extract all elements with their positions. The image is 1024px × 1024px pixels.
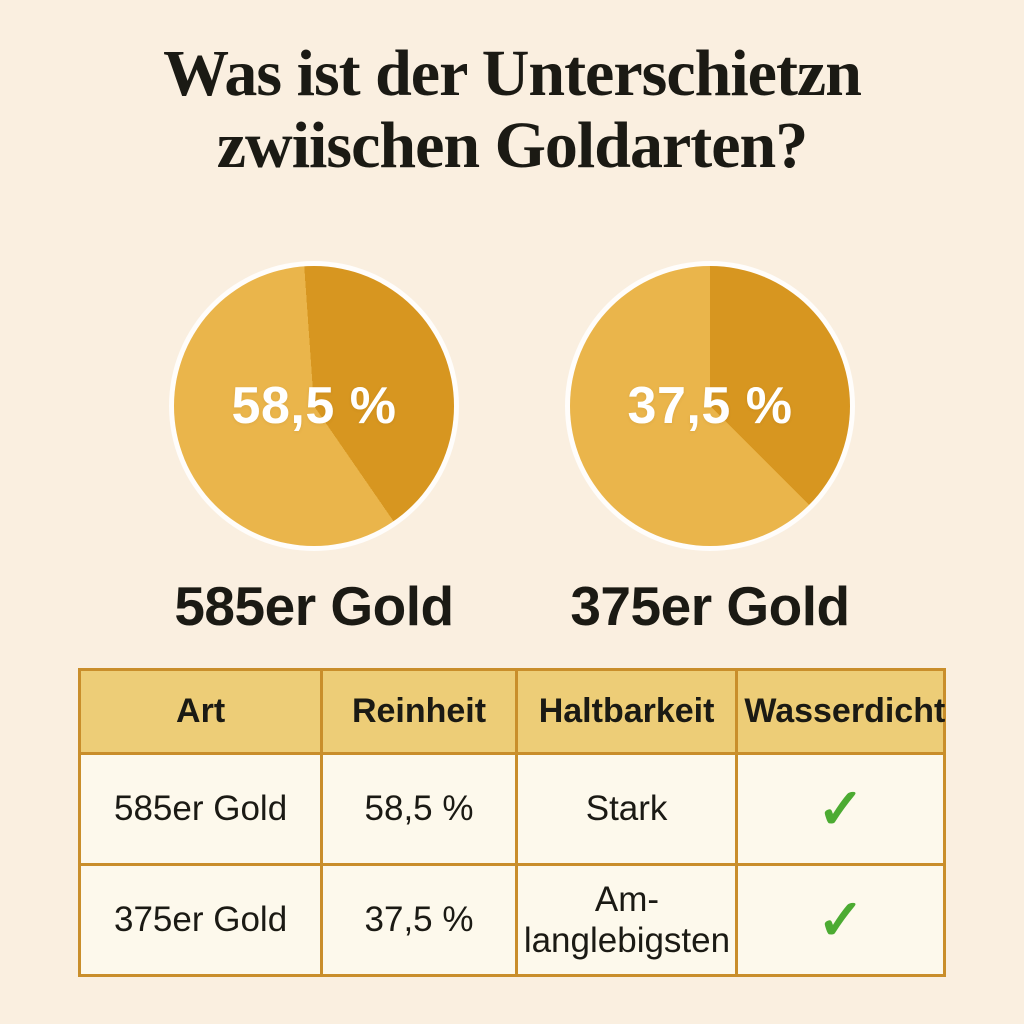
- pie-center-label-375: 37,5 %: [627, 377, 793, 436]
- pie-center-label-585: 58,5 %: [231, 377, 397, 436]
- gold-comparison-table: Art Reinheit Haltbarkeit Wasserdicht 585…: [77, 668, 946, 978]
- page-title-line2: zwiischen Goldarten?: [216, 108, 808, 182]
- cell-wasserdicht-375: ✓: [735, 863, 946, 978]
- cell-reinheit-375: 37,5 %: [320, 863, 518, 978]
- pie-chart-585er-gold: 58,5 %: [174, 266, 454, 547]
- table-header-row: Art Reinheit Haltbarkeit Wasserdicht: [77, 668, 946, 756]
- column-header-art: Art: [77, 668, 324, 756]
- cell-haltbarkeit-585: Stark: [514, 752, 739, 867]
- cell-art-585: 585er Gold: [77, 752, 324, 867]
- table-row-585er-gold: 585er Gold 58,5 % Stark ✓: [77, 752, 946, 867]
- column-header-haltbarkeit: Haltbarkeit: [514, 668, 739, 756]
- page-title-line1: Was ist der Unterschietzn: [163, 37, 862, 110]
- cell-reinheit-585: 58,5 %: [320, 752, 518, 867]
- column-header-reinheit: Reinheit: [320, 668, 518, 756]
- cell-haltbarkeit-375: Am-langlebigsten: [514, 863, 739, 978]
- table-row-375er-gold: 375er Gold 37,5 % Am-langlebigsten ✓: [77, 863, 946, 978]
- page-title: Was ist der Unterschietzn zwiischen Gold…: [163, 37, 862, 182]
- check-icon: ✓: [817, 887, 865, 951]
- check-icon: ✓: [817, 776, 865, 840]
- cell-haltbarkeit-585-text: Stark: [585, 789, 668, 829]
- cell-haltbarkeit-375-text: Am-langlebigsten: [523, 879, 731, 961]
- pie-figure-585er-gold: 58,5 % 585er Gold: [174, 266, 454, 638]
- column-header-wasserdicht: Wasserdicht: [735, 668, 946, 756]
- pie-caption-375: 375er Gold: [570, 575, 850, 638]
- pie-figure-375er-gold: 37,5 % 375er Gold: [570, 266, 850, 638]
- pie-caption-585: 585er Gold: [174, 575, 454, 638]
- cell-art-375: 375er Gold: [77, 863, 324, 978]
- cell-wasserdicht-585: ✓: [735, 752, 946, 867]
- pie-charts-row: 58,5 % 585er Gold 37,5 % 375er Gold: [174, 266, 850, 638]
- pie-chart-375er-gold: 37,5 %: [570, 266, 850, 547]
